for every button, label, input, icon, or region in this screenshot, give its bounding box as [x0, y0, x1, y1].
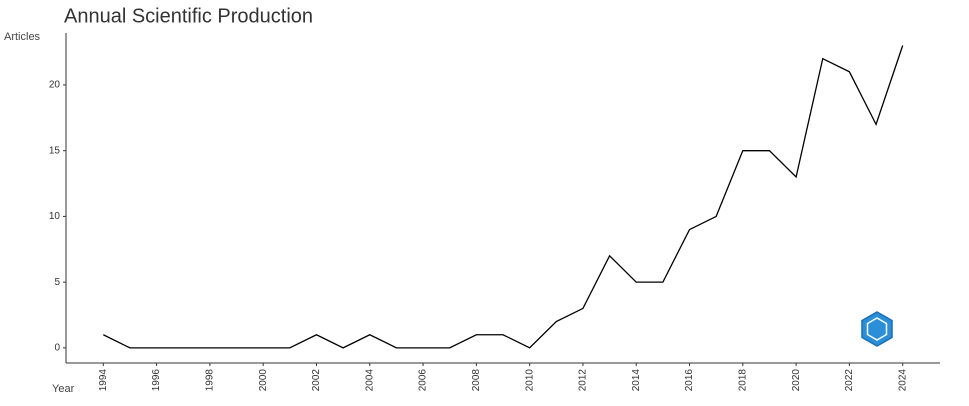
x-tick-label: 2002 — [311, 369, 322, 392]
x-tick-label: 2000 — [258, 369, 269, 392]
y-axis-label: Articles — [4, 31, 41, 43]
y-tick-label: 5 — [54, 277, 60, 288]
x-tick-label: 2006 — [418, 369, 429, 392]
x-tick-label: 2024 — [897, 369, 908, 392]
y-tick-label: 10 — [49, 211, 61, 222]
line-series — [103, 45, 904, 349]
x-tick-label: 2010 — [524, 369, 535, 392]
y-tick-label: 0 — [54, 343, 60, 354]
x-tick-label: 2022 — [844, 369, 855, 392]
y-tick-label: 15 — [49, 145, 61, 156]
x-tick-label: 2012 — [578, 369, 589, 392]
x-tick-label: 2018 — [737, 369, 748, 392]
x-tick-label: 1994 — [98, 369, 109, 392]
logo — [861, 311, 893, 347]
x-axis-label: Year — [52, 383, 75, 395]
x-tick-label: 2004 — [364, 369, 375, 392]
x-tick-label: 2020 — [791, 369, 802, 392]
chart-title: Annual Scientific Production — [64, 5, 313, 27]
x-tick-label: 2008 — [471, 369, 482, 392]
x-tick-label: 2014 — [631, 369, 642, 392]
x-tick-label: 1996 — [151, 369, 162, 392]
x-tick-label: 2016 — [684, 369, 695, 392]
y-tick-label: 20 — [49, 80, 61, 91]
x-tick-label: 1998 — [205, 369, 216, 392]
